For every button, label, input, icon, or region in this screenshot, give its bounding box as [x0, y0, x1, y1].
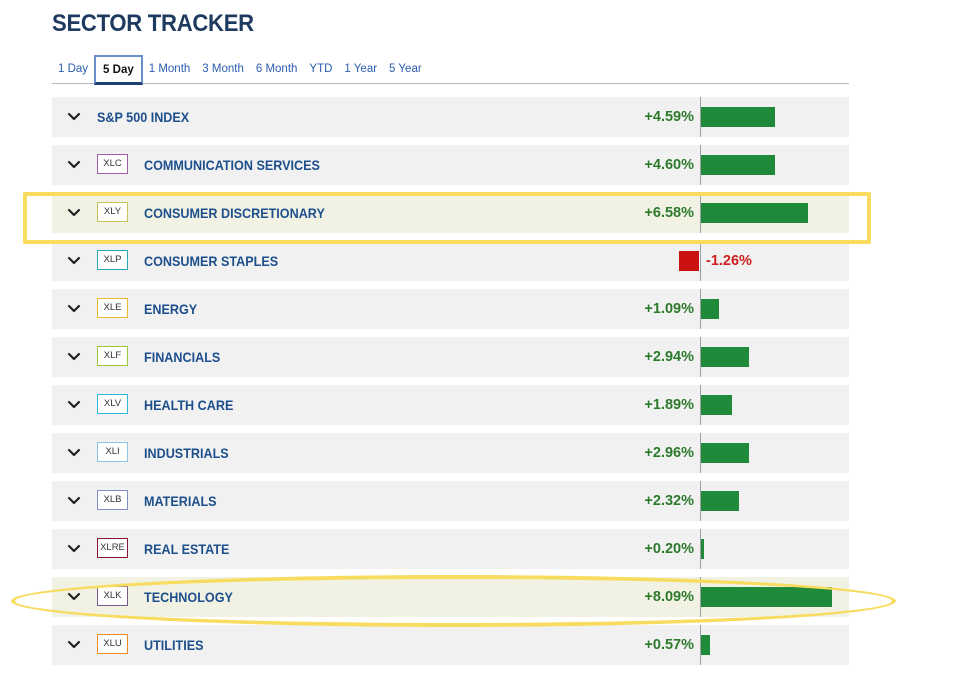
change-percent: +1.89% — [644, 397, 694, 413]
tab-1-year[interactable]: 1 Year — [344, 63, 378, 75]
zero-axis-line — [700, 97, 701, 137]
tab-3-month[interactable]: 3 Month — [202, 63, 244, 75]
sector-name[interactable]: REAL ESTATE — [144, 541, 230, 557]
change-bar — [701, 635, 710, 655]
tab-5-day[interactable]: 5 Day — [94, 55, 143, 85]
zero-axis-line — [700, 289, 701, 329]
chevron-down-icon[interactable] — [66, 541, 82, 557]
zero-axis-line — [700, 241, 701, 281]
zero-axis-line — [700, 193, 701, 233]
change-bar — [701, 203, 808, 223]
sector-name[interactable]: TECHNOLOGY — [144, 589, 233, 605]
sector-name[interactable]: CONSUMER DISCRETIONARY — [144, 205, 325, 221]
change-bar — [701, 587, 832, 607]
change-bar — [701, 395, 732, 415]
sector-name[interactable]: FINANCIALS — [144, 349, 221, 365]
change-bar — [701, 491, 739, 511]
zero-axis-line — [700, 337, 701, 377]
sector-name[interactable]: CONSUMER STAPLES — [144, 253, 279, 269]
change-percent: +2.32% — [644, 493, 694, 509]
change-percent: -1.26% — [706, 253, 752, 269]
tab-5-year[interactable]: 5 Year — [389, 63, 422, 75]
sector-row[interactable]: XLU UTILITIES +0.57% — [52, 625, 849, 665]
tab-6-month[interactable]: 6 Month — [255, 63, 298, 75]
chevron-down-icon[interactable] — [66, 349, 82, 365]
ticker-badge: XLRE — [97, 538, 128, 558]
sector-name[interactable]: UTILITIES — [144, 637, 204, 653]
change-percent: +1.09% — [644, 301, 694, 317]
zero-axis-line — [700, 625, 701, 665]
change-percent: +2.96% — [644, 445, 694, 461]
sector-name[interactable]: MATERIALS — [144, 493, 217, 509]
change-bar — [701, 107, 775, 127]
sector-name[interactable]: ENERGY — [144, 301, 198, 317]
tab-ytd[interactable]: YTD — [309, 63, 333, 75]
sector-row[interactable]: XLY CONSUMER DISCRETIONARY +6.58% — [52, 193, 849, 233]
sector-row[interactable]: XLC COMMUNICATION SERVICES +4.60% — [52, 145, 849, 185]
ticker-badge: XLB — [97, 490, 128, 510]
sector-row[interactable]: XLRE REAL ESTATE +0.20% — [52, 529, 849, 569]
sector-name[interactable]: COMMUNICATION SERVICES — [144, 157, 320, 173]
sector-row[interactable]: S&P 500 INDEX +4.59% — [52, 97, 849, 137]
change-bar — [701, 155, 775, 175]
change-percent: +0.20% — [644, 541, 694, 557]
sector-name[interactable]: HEALTH CARE — [144, 397, 234, 413]
sector-row[interactable]: XLE ENERGY +1.09% — [52, 289, 849, 329]
change-bar — [701, 539, 704, 559]
chevron-down-icon[interactable] — [66, 301, 82, 317]
ticker-badge: XLU — [97, 634, 128, 654]
period-tabs: 1 Day 5 Day 1 Month 3 Month 6 Month YTD 1 Year… — [52, 55, 849, 85]
chevron-down-icon[interactable] — [66, 109, 82, 125]
chevron-down-icon[interactable] — [66, 493, 82, 509]
change-bar — [701, 443, 749, 463]
tab-1-month[interactable]: 1 Month — [148, 63, 191, 75]
zero-axis-line — [700, 529, 701, 569]
sector-row[interactable]: XLF FINANCIALS +2.94% — [52, 337, 849, 377]
zero-axis-line — [700, 577, 701, 617]
ticker-badge: XLE — [97, 298, 128, 318]
change-bar — [679, 251, 699, 271]
ticker-badge: XLI — [97, 442, 128, 462]
chevron-down-icon[interactable] — [66, 637, 82, 653]
change-percent: +2.94% — [644, 349, 694, 365]
zero-axis-line — [700, 433, 701, 473]
ticker-badge: XLV — [97, 394, 128, 414]
tab-1-day[interactable]: 1 Day — [58, 63, 89, 75]
sector-row[interactable]: XLP CONSUMER STAPLES -1.26% — [52, 241, 849, 281]
chevron-down-icon[interactable] — [66, 445, 82, 461]
zero-axis-line — [700, 145, 701, 185]
change-percent: +6.58% — [644, 205, 694, 221]
ticker-badge: XLY — [97, 202, 128, 222]
chevron-down-icon[interactable] — [66, 589, 82, 605]
zero-axis-line — [700, 385, 701, 425]
sector-name[interactable]: S&P 500 INDEX — [97, 109, 190, 125]
sector-row[interactable]: XLV HEALTH CARE +1.89% — [52, 385, 849, 425]
ticker-badge: XLC — [97, 154, 128, 174]
chevron-down-icon[interactable] — [66, 157, 82, 173]
ticker-badge: XLP — [97, 250, 128, 270]
change-percent: +4.59% — [644, 109, 694, 125]
change-bar — [701, 347, 749, 367]
sector-row[interactable]: XLB MATERIALS +2.32% — [52, 481, 849, 521]
zero-axis-line — [700, 481, 701, 521]
change-percent: +4.60% — [644, 157, 694, 173]
change-bar — [701, 299, 719, 319]
page-title: SECTOR TRACKER — [52, 10, 254, 37]
change-percent: +0.57% — [644, 637, 694, 653]
chevron-down-icon[interactable] — [66, 253, 82, 269]
sector-name[interactable]: INDUSTRIALS — [144, 445, 229, 461]
chevron-down-icon[interactable] — [66, 205, 82, 221]
chevron-down-icon[interactable] — [66, 397, 82, 413]
sector-row[interactable]: XLI INDUSTRIALS +2.96% — [52, 433, 849, 473]
sector-row[interactable]: XLK TECHNOLOGY +8.09% — [52, 577, 849, 617]
ticker-badge: XLF — [97, 346, 128, 366]
change-percent: +8.09% — [644, 589, 694, 605]
ticker-badge: XLK — [97, 586, 128, 606]
